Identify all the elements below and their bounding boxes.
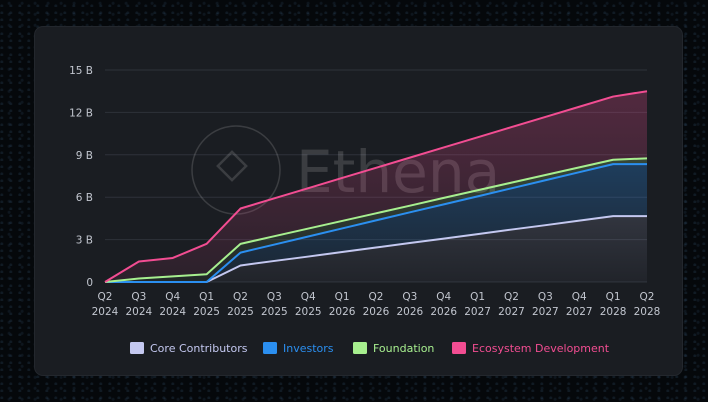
y-axis-ticks: 0 3 B 6 B 9 B 12 B 15 B: [69, 65, 93, 289]
x-tick-label: Q3 2027: [532, 291, 559, 318]
x-tick-label: Q1 2027: [464, 291, 491, 318]
x-tick-label: Q3 2025: [261, 291, 288, 318]
x-tick-label: Q1 2028: [600, 291, 627, 318]
x-tick-label: Q4 2025: [295, 291, 322, 318]
x-tick-label: Q3 2024: [126, 291, 153, 318]
y-tick-label: 3 B: [76, 235, 93, 247]
y-tick-label: 15 B: [69, 65, 93, 77]
watermark-diamond-icon: [216, 150, 248, 182]
legend-label: Investors: [283, 342, 334, 355]
x-tick-label: Q4 2024: [159, 291, 186, 318]
x-tick-label: Q2 2028: [634, 291, 661, 318]
line-ecosystem-development: [104, 90, 648, 283]
legend-label: Foundation: [373, 342, 434, 355]
legend-label: Core Contributors: [150, 342, 248, 355]
legend-swatch: [452, 342, 466, 354]
area-investors: [105, 164, 647, 282]
series-lines: [104, 90, 648, 283]
y-tick-label: 9 B: [76, 150, 93, 162]
x-tick-label: Q1 2026: [329, 291, 356, 318]
line-investors: [105, 163, 647, 283]
x-tick-label: Q4 2026: [430, 291, 457, 318]
x-tick-label: Q2 2027: [498, 291, 525, 318]
legend-swatch: [263, 342, 277, 354]
x-tick-label: Q4 2027: [566, 291, 593, 318]
y-tick-label: 12 B: [69, 107, 93, 119]
x-tick-label: Q2 2024: [92, 291, 119, 318]
y-tick-label: 0: [86, 277, 93, 289]
area-ecosystem-development: [105, 91, 647, 282]
line-foundation: [104, 157, 648, 283]
x-tick-label: Q3 2026: [397, 291, 424, 318]
legend-swatch: [353, 342, 367, 354]
x-tick-label: Q1 2025: [193, 291, 220, 318]
x-tick-label: Q2 2026: [363, 291, 390, 318]
legend-label: Ecosystem Development: [472, 342, 610, 355]
legend: Core Contributors Investors Foundation Ecos…: [130, 342, 610, 355]
y-tick-label: 6 B: [76, 192, 93, 204]
legend-swatch: [130, 342, 144, 354]
x-tick-label: Q2 2025: [227, 291, 254, 318]
